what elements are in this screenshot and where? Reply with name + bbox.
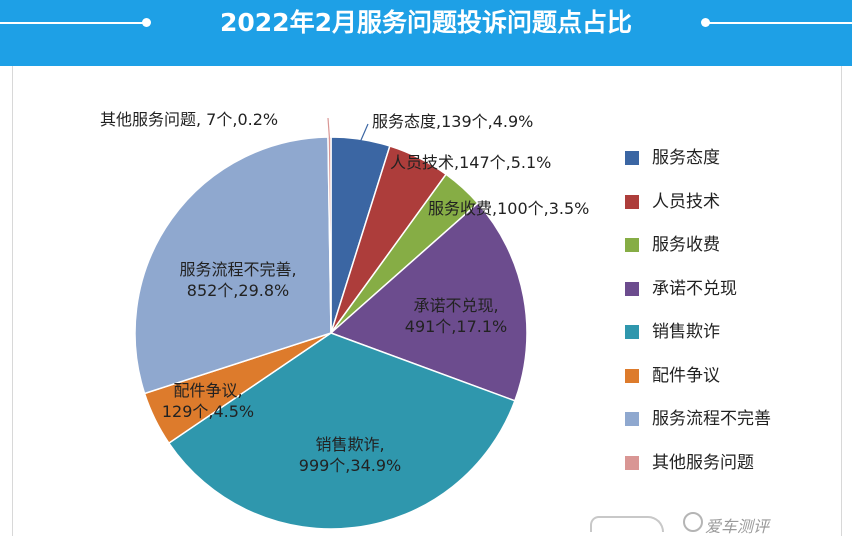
legend-swatch [625, 325, 639, 339]
legend-label: 人员技术 [652, 191, 720, 212]
pie-slices [134, 136, 528, 530]
data-label-配件争议-line1: 配件争议, [173, 381, 243, 400]
legend-swatch [625, 194, 639, 209]
wechat-icon [683, 512, 703, 532]
legend-swatch [625, 238, 639, 252]
legend-swatch [625, 412, 639, 426]
legend-item: 人员技术 [625, 185, 835, 229]
data-label-销售欺诈-line1: 销售欺诈, [315, 435, 385, 454]
legend-swatch [625, 151, 639, 165]
legend: 服务态度 人员技术 服务收费 承诺不兑现 销售欺诈 配件争议 服务流程不完善 其… [625, 141, 835, 489]
data-label-承诺不兑现-line2: 491个,17.1% [404, 317, 508, 336]
data-label-服务收费: 服务收费,100个,3.5% [428, 199, 590, 218]
leader-line-其他服务问题 [327, 117, 331, 140]
legend-item: 销售欺诈 [625, 315, 835, 359]
data-label-服务流程不完善: 服务流程不完善, 852个,29.8% [158, 259, 318, 301]
legend-item: 承诺不兑现 [625, 272, 835, 316]
legend-swatch [625, 455, 639, 470]
legend-label: 服务流程不完善 [652, 409, 771, 429]
data-label-销售欺诈: 销售欺诈, 999个,34.9% [280, 434, 420, 476]
data-label-配件争议-line2: 129个,4.5% [161, 402, 255, 421]
data-label-人员技术: 人员技术,147个,5.1% [390, 153, 552, 172]
leader-line-服务收费 [429, 188, 462, 209]
legend-item: 服务流程不完善 [625, 402, 835, 446]
pie-slice-服务流程不完善 [134, 136, 332, 395]
chart-title: 2022年2月服务问题投诉问题点占比 [220, 8, 632, 37]
legend-item: 服务收费 [625, 228, 835, 272]
leader-line-服务态度 [359, 123, 369, 142]
leader-lines [327, 117, 462, 209]
banner-dot-right [701, 18, 710, 27]
legend-swatch [625, 281, 639, 296]
banner-dot-left [142, 18, 151, 27]
data-label-服务流程不完善-line1: 服务流程不完善, [179, 260, 297, 279]
data-label-服务流程不完善-line2: 852个,29.8% [186, 281, 290, 300]
data-label-承诺不兑现-line1: 承诺不兑现, [413, 296, 499, 315]
pie-slice-承诺不兑现 [329, 202, 528, 402]
legend-item: 服务态度 [625, 141, 835, 185]
pie-slice-销售欺诈 [167, 332, 516, 530]
legend-swatch [625, 368, 639, 383]
leader-line-人员技术 [391, 159, 419, 164]
data-label-服务态度: 服务态度,139个,4.9% [372, 112, 534, 131]
legend-label: 服务收费 [652, 235, 720, 255]
title-banner: 2022年2月服务问题投诉问题点占比 [0, 0, 852, 66]
banner-line-right [706, 22, 852, 24]
data-label-配件争议: 配件争议, 129个,4.5% [152, 380, 264, 422]
legend-item: 其他服务问题 [625, 446, 835, 490]
legend-label: 其他服务问题 [652, 452, 754, 473]
legend-item: 配件争议 [625, 359, 835, 403]
legend-label: 承诺不兑现 [652, 278, 737, 299]
data-label-销售欺诈-line2: 999个,34.9% [298, 456, 402, 475]
banner-line-left [0, 22, 146, 24]
car-logo-icon [590, 516, 664, 532]
legend-label: 销售欺诈 [652, 322, 720, 342]
data-label-其他服务问题: 其他服务问题, 7个,0.2% [100, 110, 279, 129]
legend-label: 服务态度 [652, 148, 720, 168]
legend-label: 配件争议 [652, 365, 720, 386]
watermark-text: 爱车测评 [705, 517, 770, 536]
data-label-承诺不兑现: 承诺不兑现, 491个,17.1% [386, 295, 526, 337]
